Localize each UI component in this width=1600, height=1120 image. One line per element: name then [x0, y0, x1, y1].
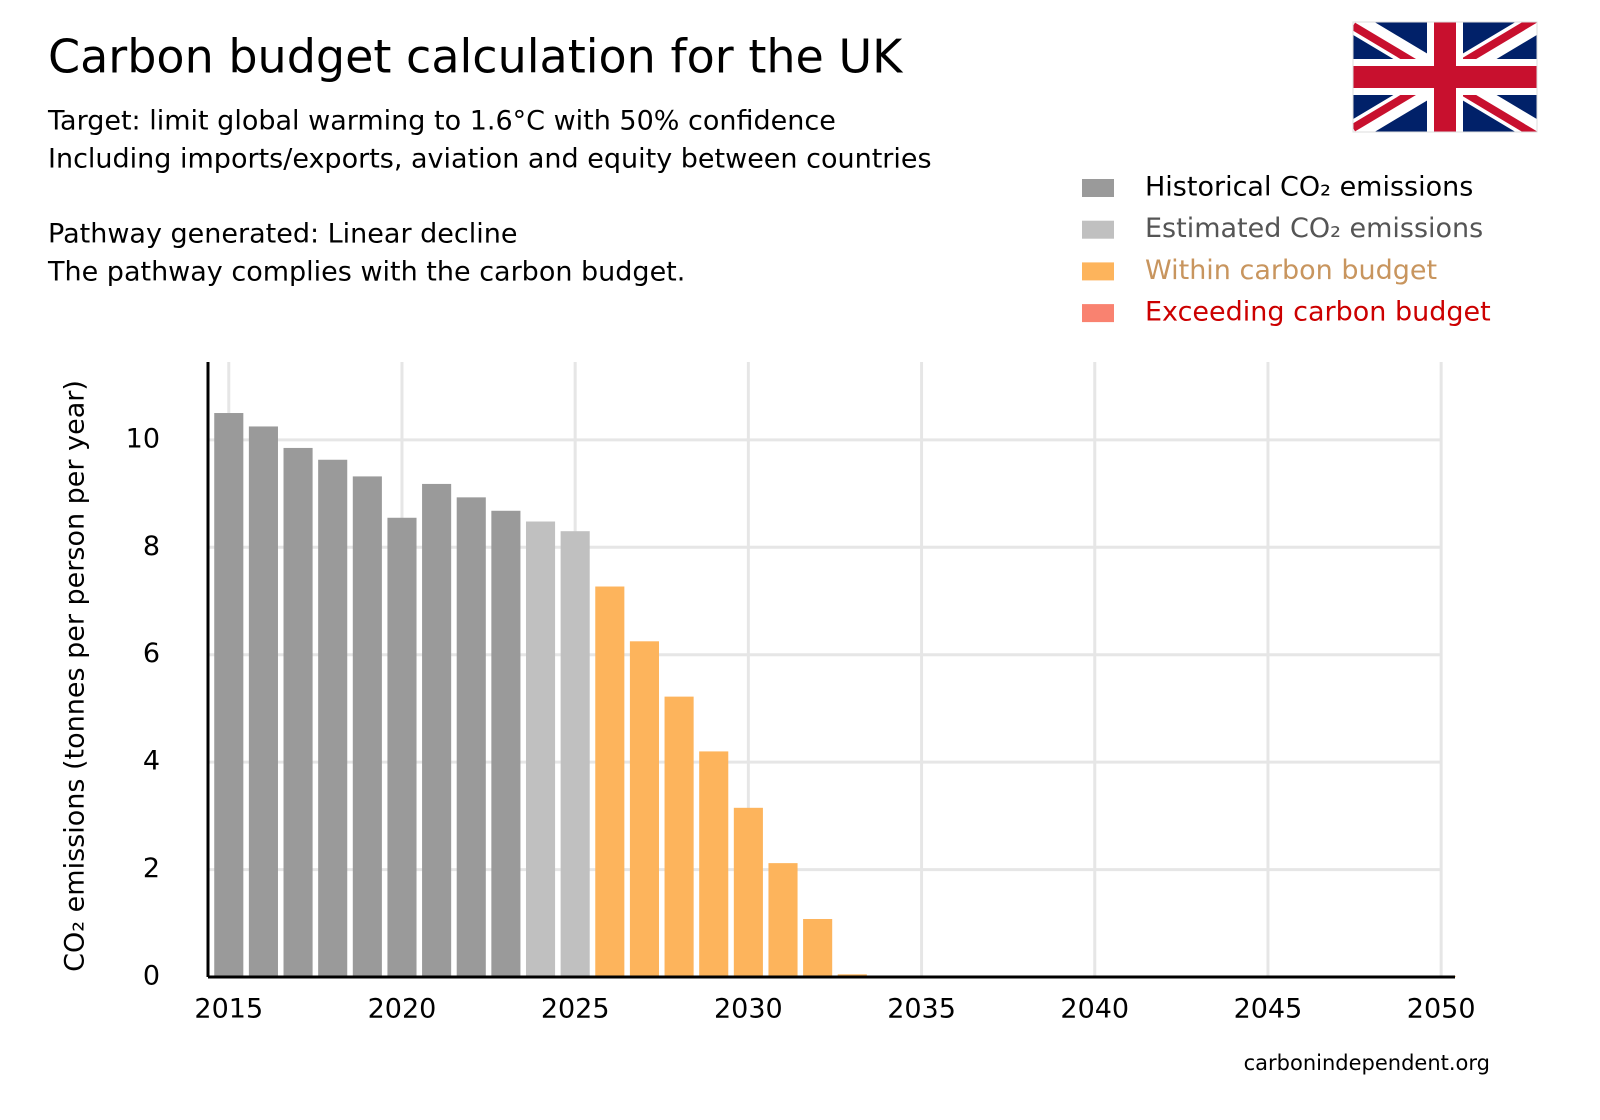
bar	[560, 531, 590, 977]
bar	[629, 641, 659, 977]
y-tick-label: 2	[143, 853, 160, 884]
bar	[803, 918, 833, 977]
bar	[214, 413, 244, 977]
legend-label: Within carbon budget	[1145, 255, 1437, 286]
legend-swatch	[1082, 179, 1114, 197]
bar	[422, 483, 452, 977]
x-tick-label: 2050	[1407, 994, 1476, 1025]
source: carbonindependent.org	[1244, 1051, 1490, 1075]
y-axis-label: CO₂ emissions (tonnes per person per yea…	[60, 380, 91, 972]
bar	[456, 497, 486, 977]
bar	[283, 447, 313, 978]
bar	[595, 586, 625, 977]
legend-swatch	[1082, 262, 1114, 281]
x-tick-label: 2045	[1234, 994, 1303, 1025]
bar	[491, 510, 521, 977]
bar	[768, 863, 798, 977]
bar	[699, 751, 729, 977]
subtitle: Including imports/exports, aviation and …	[48, 144, 932, 175]
subtitle: Pathway generated: Linear decline	[48, 219, 517, 250]
bar	[248, 426, 278, 977]
y-tick-label: 0	[143, 961, 160, 992]
x-tick-label: 2015	[194, 994, 263, 1025]
legend-swatch	[1082, 220, 1114, 239]
y-tick-label: 4	[143, 746, 160, 777]
bar	[352, 476, 382, 977]
legend-label: Exceeding carbon budget	[1145, 297, 1491, 328]
bar	[525, 521, 556, 977]
legend-swatch	[1082, 304, 1114, 323]
bar	[733, 807, 763, 977]
subtitle: Target: limit global warming to 1.6°C wi…	[47, 106, 836, 137]
x-tick-label: 2020	[368, 994, 437, 1025]
x-tick-label: 2035	[887, 994, 956, 1025]
legend-label: Historical CO₂ emissions	[1145, 172, 1473, 203]
bar	[664, 696, 694, 977]
legend-label: Estimated CO₂ emissions	[1145, 213, 1483, 244]
chart-title: Carbon budget calculation for the UK	[48, 30, 904, 84]
y-tick-label: 10	[126, 423, 160, 454]
uk-flag	[1352, 21, 1538, 133]
x-tick-label: 2040	[1060, 994, 1129, 1025]
x-tick-label: 2025	[541, 994, 610, 1025]
bar	[387, 517, 417, 977]
bar	[318, 459, 348, 977]
subtitle: The pathway complies with the carbon bud…	[47, 257, 685, 288]
y-tick-label: 8	[143, 531, 160, 562]
y-tick-label: 6	[143, 638, 160, 669]
x-tick-label: 2030	[714, 994, 783, 1025]
